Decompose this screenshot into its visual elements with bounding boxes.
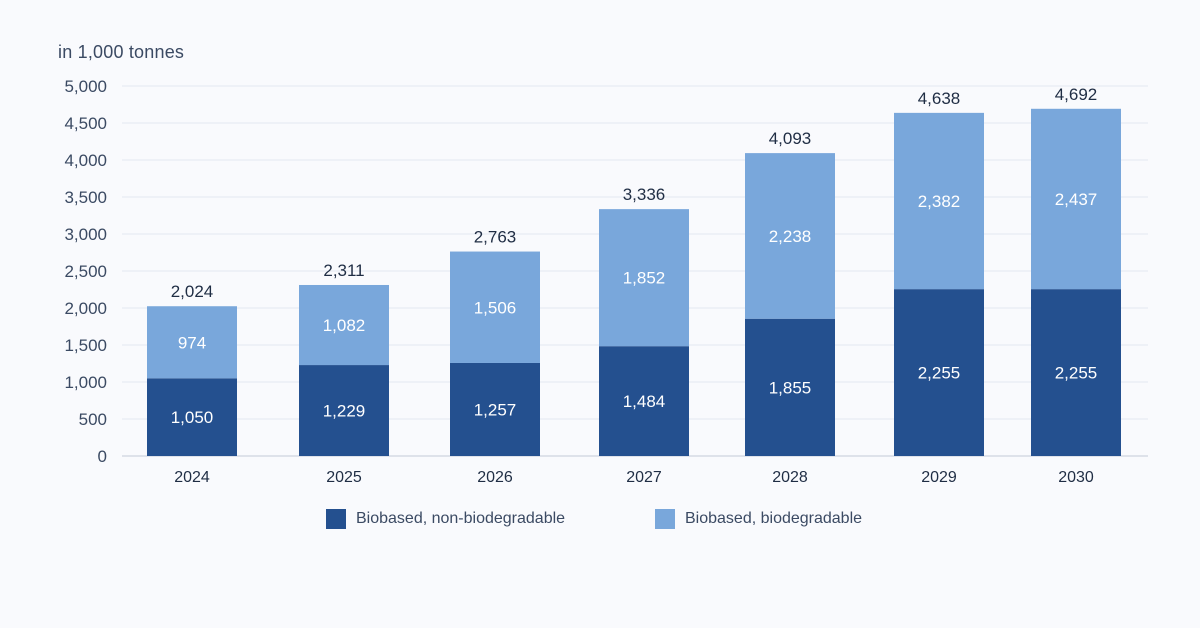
total-label: 2,763 bbox=[474, 228, 517, 247]
y-tick-label: 4,500 bbox=[64, 114, 107, 133]
bar-segment-non-biodegradable bbox=[599, 346, 689, 456]
total-label: 2,024 bbox=[171, 282, 214, 301]
total-label: 3,336 bbox=[623, 185, 666, 204]
data-label-biodegradable: 1,506 bbox=[474, 298, 517, 317]
legend-item-biodegradable: Biobased, biodegradable bbox=[655, 509, 862, 529]
y-tick-label: 500 bbox=[79, 410, 107, 429]
bar-segment-non-biodegradable bbox=[299, 365, 389, 456]
total-label: 4,093 bbox=[769, 129, 812, 148]
data-label-non-biodegradable: 1,050 bbox=[171, 408, 214, 427]
bar-segment-biodegradable bbox=[299, 284, 389, 366]
data-label-biodegradable: 2,437 bbox=[1055, 190, 1098, 209]
bar-segment-non-biodegradable bbox=[1031, 289, 1121, 456]
bar-segment-biodegradable bbox=[745, 153, 835, 319]
x-tick-label: 2026 bbox=[477, 469, 513, 486]
y-tick-label: 3,500 bbox=[64, 188, 107, 207]
x-tick-label: 2025 bbox=[326, 469, 362, 486]
y-tick-label: 2,500 bbox=[64, 262, 107, 281]
y-tick-label: 0 bbox=[98, 447, 107, 466]
data-label-non-biodegradable: 1,229 bbox=[323, 402, 366, 421]
bar-segment-non-biodegradable bbox=[745, 318, 835, 456]
data-label-non-biodegradable: 2,255 bbox=[918, 364, 961, 383]
bar-segment-biodegradable bbox=[1031, 108, 1121, 290]
bar-segment-biodegradable bbox=[894, 112, 984, 290]
bar-segment-biodegradable bbox=[450, 251, 540, 363]
x-tick-label: 2029 bbox=[921, 469, 957, 486]
y-tick-label: 1,000 bbox=[64, 373, 107, 392]
data-label-biodegradable: 1,082 bbox=[323, 316, 366, 335]
legend-swatch-biodegradable bbox=[655, 509, 675, 529]
total-label: 4,692 bbox=[1055, 85, 1098, 104]
y-tick-label: 4,000 bbox=[64, 151, 107, 170]
unit-label: in 1,000 tonnes bbox=[58, 42, 185, 62]
y-tick-label: 1,500 bbox=[64, 336, 107, 355]
total-label: 2,311 bbox=[323, 261, 364, 280]
bar-segment-biodegradable bbox=[599, 209, 689, 347]
x-tick-label: 2028 bbox=[772, 469, 808, 486]
data-label-biodegradable: 2,382 bbox=[918, 192, 961, 211]
x-tick-label: 2024 bbox=[174, 469, 210, 486]
total-label: 4,638 bbox=[918, 89, 961, 108]
bar-segment-non-biodegradable bbox=[894, 289, 984, 456]
x-tick-label: 2027 bbox=[626, 469, 662, 486]
bar-segment-non-biodegradable bbox=[450, 362, 540, 456]
bar-segment-biodegradable bbox=[147, 306, 237, 379]
data-label-non-biodegradable: 1,257 bbox=[474, 400, 517, 419]
legend-swatch-non-biodegradable bbox=[326, 509, 346, 529]
legend: Biobased, non-biodegradable Biobased, bi… bbox=[0, 509, 1200, 533]
data-label-biodegradable: 1,852 bbox=[623, 269, 666, 288]
data-label-non-biodegradable: 2,255 bbox=[1055, 364, 1098, 383]
bar-segment-non-biodegradable bbox=[147, 378, 237, 456]
legend-label-biodegradable: Biobased, biodegradable bbox=[685, 510, 863, 527]
y-tick-label: 5,000 bbox=[64, 77, 107, 96]
y-tick-label: 2,000 bbox=[64, 299, 107, 318]
data-label-biodegradable: 974 bbox=[178, 333, 206, 352]
legend-item-non-biodegradable: Biobased, non-biodegradable bbox=[326, 509, 565, 529]
data-label-biodegradable: 2,238 bbox=[769, 227, 812, 246]
legend-label-non-biodegradable: Biobased, non-biodegradable bbox=[356, 510, 566, 527]
data-label-non-biodegradable: 1,484 bbox=[623, 392, 666, 411]
x-tick-label: 2030 bbox=[1058, 469, 1094, 486]
y-tick-label: 3,000 bbox=[64, 225, 107, 244]
data-label-non-biodegradable: 1,855 bbox=[769, 378, 812, 397]
